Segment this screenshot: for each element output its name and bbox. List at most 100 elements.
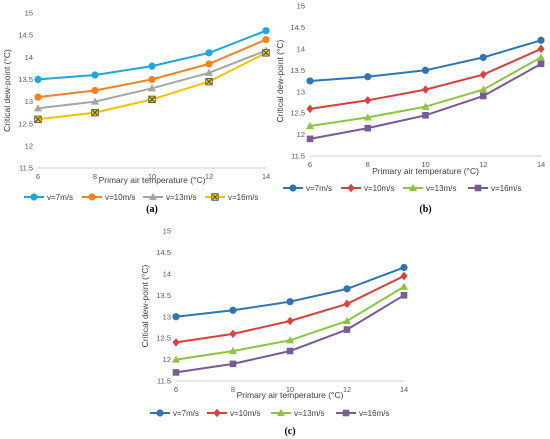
data-point — [148, 84, 156, 92]
x-tick-label: 14 — [262, 172, 270, 181]
legend-marker — [213, 408, 221, 418]
y-axis-label: Critical dew-point (°C) — [275, 39, 285, 122]
data-point — [34, 115, 42, 123]
data-point — [262, 27, 270, 35]
data-point — [421, 85, 430, 94]
x-tick-label: 10 — [421, 160, 429, 169]
legend-label: v=16m/s — [359, 409, 389, 418]
data-point — [262, 35, 270, 44]
legend-label: v=13m/s — [294, 409, 324, 418]
legend-label: v=7m/s — [306, 184, 332, 193]
x-axis-label: Primary air temperature (°C) — [372, 166, 479, 176]
x-tick-label: 10 — [286, 385, 294, 394]
data-point — [34, 93, 42, 101]
x-axis-label: Primary air temperature (°C) — [237, 390, 344, 400]
data-point — [363, 113, 372, 121]
panel-label: (a) — [146, 204, 158, 215]
data-point — [479, 70, 487, 79]
y-tick-label: 14 — [25, 53, 33, 62]
data-point — [537, 60, 545, 68]
series-line-4 — [309, 63, 542, 140]
legend-label: v=16m/s — [491, 184, 521, 193]
data-point — [229, 346, 237, 355]
y-tick-label: 13.5 — [18, 75, 33, 84]
data-point — [205, 60, 213, 68]
legend-marker — [30, 193, 38, 201]
data-point — [148, 62, 156, 70]
y-tick-label: 14.5 — [290, 23, 305, 32]
x-tick-label: 6 — [308, 160, 312, 169]
y-tick-label: 12.5 — [18, 119, 33, 128]
legend-marker — [277, 408, 285, 417]
data-point — [306, 121, 314, 130]
y-tick-label: 11.5 — [157, 377, 171, 386]
y-tick-label: 15 — [163, 227, 171, 236]
data-point — [286, 347, 294, 355]
data-point — [400, 291, 408, 299]
data-point — [421, 66, 430, 74]
data-point-cross — [92, 109, 98, 116]
data-point — [172, 369, 180, 376]
legend-marker — [156, 409, 164, 417]
series-line-1 — [309, 39, 542, 82]
y-tick-label: 13 — [25, 97, 33, 106]
data-point — [91, 108, 99, 117]
data-point — [343, 299, 351, 309]
y-tick-label: 12 — [25, 141, 33, 150]
y-tick-label: 13 — [163, 312, 171, 321]
data-point — [286, 336, 294, 344]
data-point — [343, 285, 351, 293]
data-point — [537, 53, 545, 61]
y-tick-label: 12 — [297, 130, 305, 139]
data-point — [262, 49, 270, 57]
x-tick-label: 6 — [174, 385, 178, 394]
chart-panel-a: 11.5 12 12.5 13 13.5 14 14.5 15 6 8 10 12 14 Primary … — [2, 9, 270, 215]
series-line-2 — [175, 275, 405, 344]
data-point — [205, 49, 213, 57]
data-point-cross — [149, 96, 155, 103]
legend-label: v=13m/s — [166, 193, 196, 202]
y-tick-label: 11.5 — [291, 152, 305, 161]
y-tick-label: 11.5 — [19, 164, 33, 173]
y-tick-label: 14 — [163, 269, 171, 278]
data-point — [422, 111, 429, 119]
data-point — [34, 104, 42, 112]
y-tick-label: 13.5 — [290, 66, 305, 75]
data-point — [148, 95, 156, 104]
data-point — [306, 77, 314, 85]
legend-marker — [149, 192, 157, 201]
legend-marker — [211, 193, 219, 201]
legend-label: v=10m/s — [230, 409, 260, 418]
data-point — [400, 263, 408, 272]
data-point — [400, 271, 408, 281]
data-point — [205, 77, 213, 86]
x-tick-label: 12 — [479, 160, 487, 169]
data-point — [229, 360, 237, 368]
data-point-cross — [206, 78, 212, 85]
x-tick-label: 10 — [148, 172, 156, 181]
y-axis-label: Critical dew-point (°C) — [2, 49, 12, 132]
panel-label: (c) — [284, 426, 295, 437]
x-tick-label: 8 — [231, 385, 235, 394]
chart-panel-b: 11.5 12 12.5 13 13.5 14 14.5 15 6 8 10 12 14 Primary … — [275, 2, 545, 215]
legend-label: v=7m/s — [47, 193, 73, 202]
data-point — [148, 75, 156, 84]
data-point — [343, 326, 351, 333]
legend-marker — [409, 183, 417, 192]
y-tick-label: 15 — [297, 2, 305, 11]
y-tick-label: 13.5 — [156, 291, 171, 300]
legend-marker — [289, 184, 297, 192]
data-point-cross — [263, 49, 269, 56]
data-point — [205, 68, 213, 76]
data-point — [172, 338, 180, 347]
data-point — [286, 298, 294, 306]
data-point — [306, 104, 314, 114]
legend-label: v=10m/s — [105, 193, 135, 202]
data-point — [537, 36, 545, 44]
x-tick-label: 8 — [93, 172, 97, 181]
x-tick-label: 12 — [343, 385, 351, 394]
data-point — [343, 316, 351, 325]
y-tick-label: 14 — [297, 44, 305, 53]
data-point — [400, 282, 408, 290]
data-point — [229, 306, 237, 314]
